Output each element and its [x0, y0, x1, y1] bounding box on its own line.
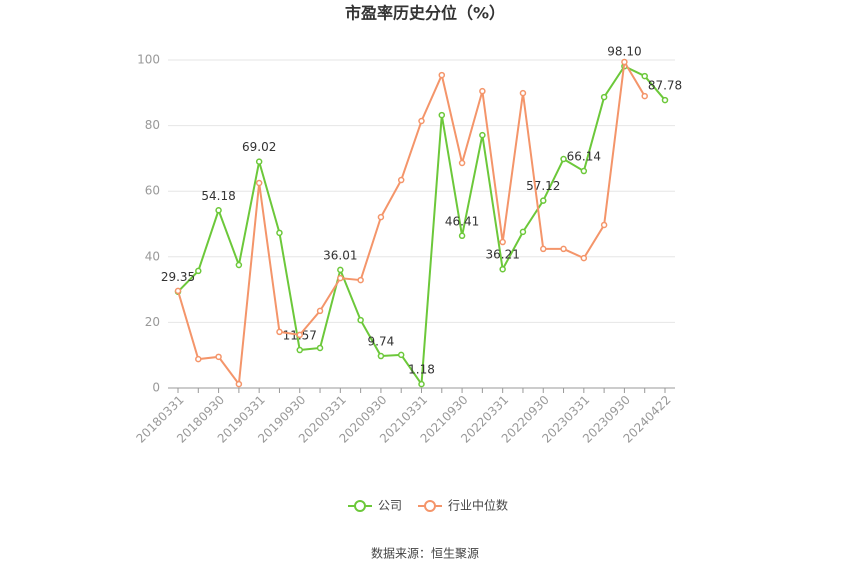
point [397, 176, 405, 184]
point [357, 276, 364, 284]
point [195, 355, 202, 363]
data-label: 54.18 [201, 189, 235, 203]
y-tick-label: 40 [145, 249, 160, 263]
data-label: 57.12 [526, 179, 560, 193]
point [641, 72, 648, 80]
point [337, 266, 344, 274]
point [661, 96, 669, 104]
point [418, 117, 425, 125]
y-tick-label: 0 [152, 381, 160, 395]
point [499, 265, 506, 273]
point [458, 232, 466, 240]
legend-marker [424, 500, 436, 512]
point [397, 351, 405, 359]
point [560, 245, 567, 253]
point [174, 287, 182, 295]
point [438, 71, 446, 79]
point [296, 346, 303, 354]
data-label: 66.14 [567, 150, 601, 164]
point [296, 331, 303, 339]
point [499, 238, 506, 246]
point [235, 380, 243, 388]
point [377, 352, 385, 360]
data-label: 87.78 [648, 79, 682, 93]
point [580, 254, 588, 262]
point [195, 267, 202, 275]
chart-title: 市盈率历史分位（%） [345, 4, 505, 23]
y-tick-label: 60 [145, 184, 160, 198]
point [357, 316, 364, 324]
point [600, 221, 608, 229]
point [641, 92, 648, 100]
point [438, 111, 446, 119]
point [215, 353, 222, 361]
data-label: 1.18 [408, 363, 435, 377]
point [235, 261, 243, 269]
legend-label: 公司 [378, 499, 402, 513]
point [418, 380, 425, 388]
point [600, 93, 608, 101]
point [276, 229, 283, 237]
point [540, 245, 547, 253]
point [519, 228, 527, 236]
y-tick-label: 100 [137, 53, 160, 67]
series-line [177, 64, 666, 388]
point [337, 274, 344, 282]
point [479, 131, 486, 139]
point [316, 307, 324, 315]
legend-label: 行业中位数 [448, 498, 508, 513]
point [540, 197, 547, 204]
data-label: 69.02 [242, 140, 276, 154]
point [519, 89, 527, 97]
point [560, 155, 567, 163]
data-label: 46.41 [445, 214, 479, 228]
y-tick-label: 80 [145, 118, 160, 132]
data-label: 36.01 [323, 248, 357, 262]
point [621, 58, 628, 66]
point [580, 167, 588, 175]
point [276, 328, 283, 336]
point [458, 159, 466, 167]
data-label: 29.35 [161, 270, 195, 284]
data-label: 36.21 [485, 248, 519, 262]
y-tick-label: 20 [145, 315, 160, 329]
point [479, 87, 486, 95]
source-note: 数据来源：恒生聚源 [371, 546, 479, 561]
point [255, 179, 263, 187]
point [255, 158, 263, 165]
point [215, 207, 222, 214]
data-label: 98.10 [607, 45, 641, 59]
series-line [177, 58, 646, 387]
data-label: 9.74 [368, 335, 395, 349]
point [316, 344, 324, 352]
legend-marker [354, 500, 366, 512]
point [377, 213, 385, 221]
